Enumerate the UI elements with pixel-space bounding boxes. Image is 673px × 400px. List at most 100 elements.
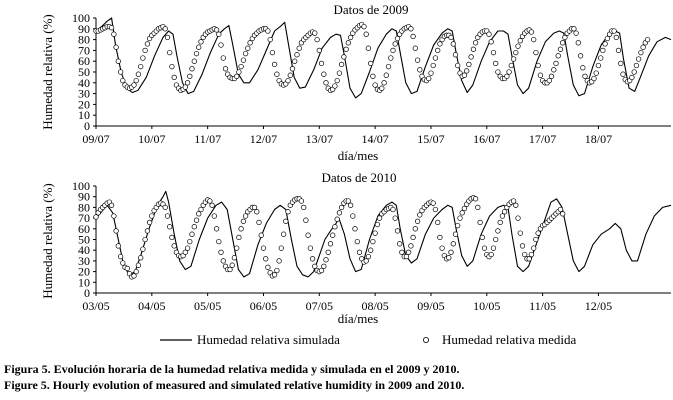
chart-2009-measured-point — [571, 26, 577, 32]
chart-2010-measured-point — [242, 213, 249, 219]
chart-2009-measured-point — [600, 47, 606, 54]
chart-2010-measured-point — [352, 226, 358, 232]
chart-2010-measured-point — [193, 217, 200, 223]
chart-2010-measured-point — [207, 198, 213, 204]
chart-2010-y-tick-label: 20 — [78, 265, 90, 279]
chart-2010-measured-point — [490, 245, 497, 251]
chart-2010-x-tick-label: 07/05 — [306, 299, 333, 313]
chart-2010-measured-point — [475, 204, 481, 211]
chart-2009-measured-point — [142, 47, 148, 54]
chart-2010-measured-point — [430, 200, 436, 206]
chart-2010-measured-point — [399, 249, 405, 255]
chart-2010-measured-point — [459, 210, 465, 216]
chart-2010-measured-point — [263, 256, 269, 262]
chart-2009-measured-point — [265, 28, 271, 34]
chart-2010-measured-point — [560, 211, 566, 217]
chart-2010-measured-point — [231, 255, 238, 261]
chart-2009-measured-point — [383, 72, 389, 78]
chart-2009-y-tick-label: 100 — [72, 11, 90, 25]
chart-2009-measured-point — [312, 30, 318, 36]
chart-2010-measured-point — [162, 204, 168, 211]
chart-2009-measured-point — [392, 41, 398, 47]
chart-2010-measured-point — [435, 219, 441, 226]
chart-2009-measured-point — [620, 71, 626, 77]
chart-2009-measured-point — [390, 47, 396, 54]
chart-2010-measured-point — [189, 231, 195, 237]
chart-2009-measured-point — [218, 42, 224, 48]
chart-2010-measured-point — [432, 206, 439, 213]
chart-2010-measured-point — [405, 249, 412, 255]
chart-2010-measured-point — [234, 245, 240, 251]
chart-2010-measured-point — [338, 204, 345, 211]
chart-2010-measured-point — [274, 267, 280, 274]
chart-2009-y-tick-label: 40 — [78, 76, 90, 90]
chart-2009-measured-point — [537, 72, 544, 78]
chart-2009-measured-point — [470, 46, 477, 52]
legend-measured-label: Humedad relativa medida — [442, 332, 577, 347]
chart-2009-measured-point — [363, 31, 369, 37]
chart-2009-measured-point — [135, 71, 142, 77]
chart-2010-measured-point — [410, 234, 416, 241]
chart-2009-measured-point — [629, 74, 635, 81]
chart-2009-measured-point — [464, 68, 470, 74]
chart-2009-measured-point — [338, 61, 345, 68]
chart-2009-measured-point — [611, 28, 617, 34]
chart-2010-measured-point — [140, 246, 146, 252]
chart-2010-measured-point — [557, 206, 564, 213]
chart-2009-measured-point — [510, 56, 517, 62]
chart-2010-measured-point — [229, 262, 235, 268]
chart-2009-measured-point — [633, 62, 640, 69]
chart-2009-measured-point — [274, 71, 280, 77]
chart-2010-y-tick-label: 10 — [78, 275, 90, 289]
chart-2010-y-tick-label: 80 — [78, 200, 90, 214]
chart-2009-measured-point — [191, 58, 197, 64]
chart-2009-x-tick-label: 10/07 — [138, 132, 165, 146]
chart-2010-measured-point — [312, 263, 318, 269]
chart-2009-measured-point — [388, 55, 394, 61]
chart-2009-measured-point — [285, 77, 291, 84]
chart-2009-measured-point — [593, 70, 599, 76]
chart-2009-measured-point — [222, 66, 229, 72]
chart-2010-measured-point — [526, 256, 532, 262]
chart-2009-measured-point — [553, 60, 559, 67]
chart-2009-measured-point — [242, 50, 249, 57]
chart-2010-y-tick-label: 90 — [78, 190, 90, 204]
chart-2009-measured-point — [133, 77, 139, 84]
chart-2010-measured-point — [146, 219, 153, 226]
chart-2010-measured-point — [531, 245, 537, 251]
chart-2010-measured-point — [131, 273, 137, 279]
chart-2009-measured-point — [193, 50, 200, 57]
chart-2010-measured-point — [283, 218, 289, 224]
chart-2010-y-tick-label: 70 — [78, 211, 90, 225]
chart-2010-measured-point — [276, 258, 282, 264]
chart-2010-measured-point — [488, 251, 494, 258]
chart-2009-measured-point — [379, 85, 385, 91]
chart-2010-x-tick-label: 05/05 — [194, 299, 221, 313]
chart-2010-measured-point — [227, 266, 233, 273]
chart-2009-measured-point — [341, 54, 347, 60]
chart-2009-measured-point — [323, 80, 329, 86]
chart-2009-x-tick-label: 18/07 — [585, 132, 612, 146]
chart-2009-measured-point — [575, 40, 581, 46]
legend-circle-icon — [422, 336, 429, 343]
chart-2009-measured-point — [131, 82, 137, 88]
chart-2010-measured-point — [305, 232, 311, 238]
chart-2010-measured-point — [238, 226, 244, 232]
chart-2010-measured-point — [323, 257, 329, 263]
chart-2010-measured-point — [437, 234, 443, 241]
chart-2009-measured-point — [602, 41, 608, 47]
chart-2009-measured-point — [452, 52, 459, 58]
chart-2010-measured-point — [280, 231, 287, 237]
chart-2009-simulated-line — [95, 17, 672, 99]
chart-2010-measured-point — [303, 217, 309, 223]
chart-2010-measured-point — [368, 247, 374, 253]
chart-2009-x-tick-label: 12/07 — [250, 132, 277, 146]
chart-2009-measured-point — [450, 41, 456, 47]
chart-2009-x-tick-label: 11/07 — [194, 132, 221, 146]
chart-2010-measured-point — [332, 224, 338, 230]
chart-2009-measured-point — [591, 75, 597, 82]
chart-2010-measured-point — [528, 251, 535, 258]
chart-2010-measured-point — [120, 260, 126, 266]
chart-2009-measured-point — [557, 46, 564, 52]
chart-2009-y-tick-label: 50 — [78, 65, 90, 79]
